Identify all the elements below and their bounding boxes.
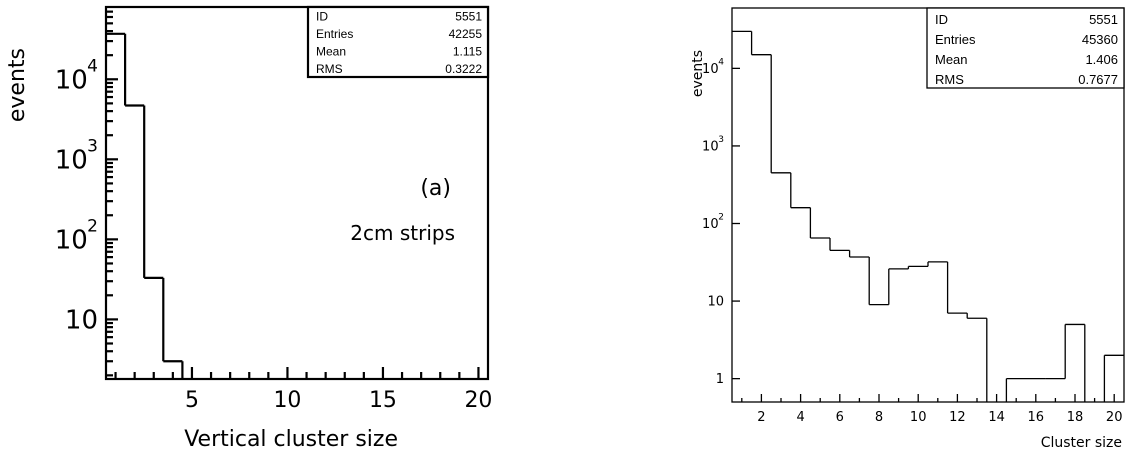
statistics-box: ID 5551 Entries 45360 Mean 1.406 RMS 0.7677	[926, 7, 1125, 89]
x-tick-label: 6	[836, 410, 844, 425]
y-tick-base: 1	[716, 372, 724, 387]
y-tick-exponent: 4	[87, 56, 98, 76]
x-tick-label: 10	[273, 388, 301, 413]
stat-label: Entries	[316, 27, 353, 41]
y-tick-base: 10	[702, 217, 719, 232]
plot-annotation: (a)	[420, 176, 451, 201]
plot-annotation: 2cm strips	[350, 221, 455, 245]
y-tick-label: 10	[707, 295, 724, 310]
x-tick-label: 14	[988, 410, 1005, 425]
stat-value: 1.406	[1085, 52, 1118, 67]
statistics-box-frame	[306, 5, 490, 79]
stat-value: 5551	[1089, 12, 1118, 27]
stat-label: RMS	[935, 72, 964, 87]
y-tick-label: 10	[65, 305, 98, 335]
stat-label: Mean	[935, 52, 968, 67]
y-tick-label: 10	[702, 217, 719, 232]
y-tick-label: 10	[702, 139, 719, 154]
y-tick-base: 10	[707, 295, 724, 310]
stat-value: 42255	[449, 27, 483, 41]
x-tick-label: 20	[464, 388, 492, 413]
stat-label: Mean	[316, 45, 346, 59]
x-tick-label: 4	[796, 410, 804, 425]
y-tick-label: 10	[55, 225, 88, 255]
x-tick-label: 16	[1028, 410, 1045, 425]
y-tick-exponent: 3	[718, 135, 724, 145]
y-tick-label: 10	[55, 65, 88, 95]
x-axis-title: Vertical cluster size	[184, 427, 398, 452]
stat-label: RMS	[316, 62, 343, 76]
y-tick-label: 10	[55, 145, 88, 175]
y-axis-title: events	[690, 50, 706, 97]
y-tick-label: 1	[716, 372, 724, 387]
y-tick-base: 10	[65, 305, 98, 335]
y-tick-base: 10	[702, 139, 719, 154]
y-tick-base: 10	[55, 145, 88, 175]
stat-value: 0.3222	[445, 62, 482, 76]
y-axis-title: events	[5, 48, 30, 122]
x-tick-label: 15	[369, 388, 397, 413]
x-tick-label: 5	[185, 388, 199, 413]
stat-value: 45360	[1082, 32, 1118, 47]
stat-value: 0.7677	[1078, 72, 1118, 87]
plot-frame	[104, 5, 490, 381]
y-tick-base: 10	[702, 62, 719, 77]
stat-label: ID	[935, 12, 948, 27]
x-tick-label: 12	[949, 410, 966, 425]
x-tick-label: 20	[1106, 410, 1123, 425]
x-axis-title: Cluster size	[1041, 435, 1122, 451]
stat-label: ID	[316, 10, 328, 24]
x-tick-label: 10	[910, 410, 927, 425]
y-tick-exponent: 4	[718, 57, 724, 67]
y-tick-exponent: 2	[718, 213, 724, 223]
y-tick-exponent: 2	[87, 217, 98, 237]
statistics-box-frame	[926, 7, 1125, 89]
y-tick-label: 10	[702, 62, 719, 77]
stat-value: 5551	[455, 10, 482, 24]
x-tick-label: 2	[757, 410, 765, 425]
y-tick-exponent: 3	[87, 137, 98, 157]
x-tick-label: 18	[1067, 410, 1084, 425]
statistics-box: ID 5551 Entries 42255 Mean 1.115 RMS 0.3222	[306, 5, 490, 79]
stat-label: Entries	[935, 32, 976, 47]
stat-value: 1.115	[453, 45, 482, 59]
x-tick-label: 8	[875, 410, 883, 425]
y-tick-base: 10	[55, 225, 88, 255]
y-tick-base: 10	[55, 65, 88, 95]
